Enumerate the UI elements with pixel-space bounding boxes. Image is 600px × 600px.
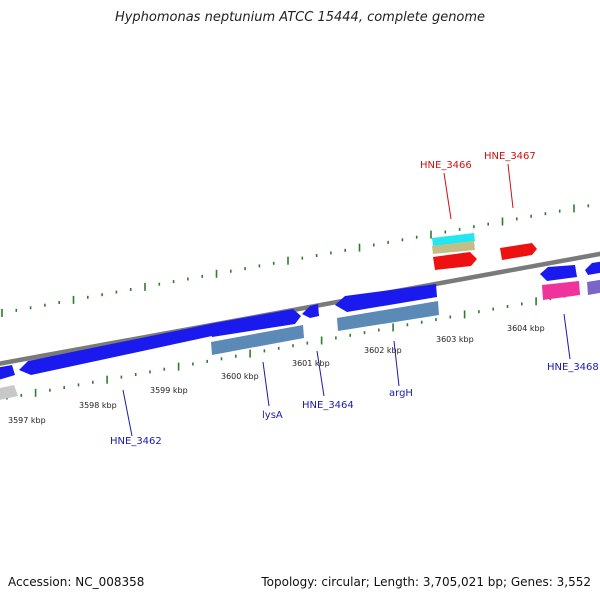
gene-HNE_3466[interactable] <box>433 252 477 270</box>
gene-lysA[interactable] <box>209 309 301 337</box>
rna-HNE_3466-cyan[interactable] <box>432 233 475 246</box>
gene-label-HNE_3466[interactable]: HNE_3466 <box>420 160 472 171</box>
kbp-label: 3602 kbp <box>364 346 402 355</box>
map-title: Hyphomonas neptunium ATCC 15444, complet… <box>114 10 486 25</box>
gene-label-HNE_3464[interactable]: HNE_3464 <box>302 400 354 411</box>
cds-purple-fragment[interactable] <box>587 279 600 295</box>
kbp-label: 3601 kbp <box>292 359 330 368</box>
gene-label-lysA[interactable]: lysA <box>262 410 283 421</box>
leader-HNE_3467 <box>507 163 514 209</box>
genome-backbone <box>0 251 600 366</box>
rna-HNE_3466-khaki[interactable] <box>432 241 475 254</box>
kbp-label: 3600 kbp <box>221 372 259 381</box>
leader-HNE_3468 <box>563 313 571 360</box>
kbp-label: 3599 kbp <box>150 386 188 395</box>
leader-HNE_3462 <box>122 389 133 437</box>
gene-HNE_3467[interactable] <box>500 243 537 260</box>
leader-lysA <box>262 361 270 407</box>
cds-lysA[interactable] <box>211 325 304 355</box>
kbp-label: 3597 kbp <box>8 416 46 425</box>
gene-blue-left-fragment[interactable] <box>0 365 15 381</box>
gene-label-HNE_3468[interactable]: HNE_3468 <box>547 362 599 373</box>
cds-HNE_3468-pink[interactable] <box>542 281 580 300</box>
kbp-label: 3603 kbp <box>436 335 474 344</box>
leader-HNE_3466 <box>443 172 452 220</box>
cds-argH[interactable] <box>337 301 439 331</box>
feature-grey[interactable] <box>0 385 18 401</box>
gene-HNE_3464[interactable] <box>302 304 319 318</box>
genome-summary-text: Topology: circular; Length: 3,705,021 bp… <box>261 575 591 589</box>
gene-label-HNE_3467[interactable]: HNE_3467 <box>484 151 536 162</box>
gene-blue-right-fragment[interactable] <box>585 261 600 275</box>
gene-HNE_3462[interactable] <box>19 324 212 375</box>
gene-argH[interactable] <box>335 284 437 312</box>
leader-HNE_3464 <box>316 350 325 397</box>
kbp-label: 3604 kbp <box>507 324 545 333</box>
kbp-label: 3598 kbp <box>79 401 117 410</box>
gene-HNE_3468[interactable] <box>540 265 577 281</box>
upper-tick-row <box>1 204 590 317</box>
leader-argH <box>393 340 400 387</box>
accession-text: Accession: NC_008358 <box>8 575 145 589</box>
gene-label-HNE_3462[interactable]: HNE_3462 <box>110 436 162 447</box>
gene-label-argH[interactable]: argH <box>389 388 413 399</box>
